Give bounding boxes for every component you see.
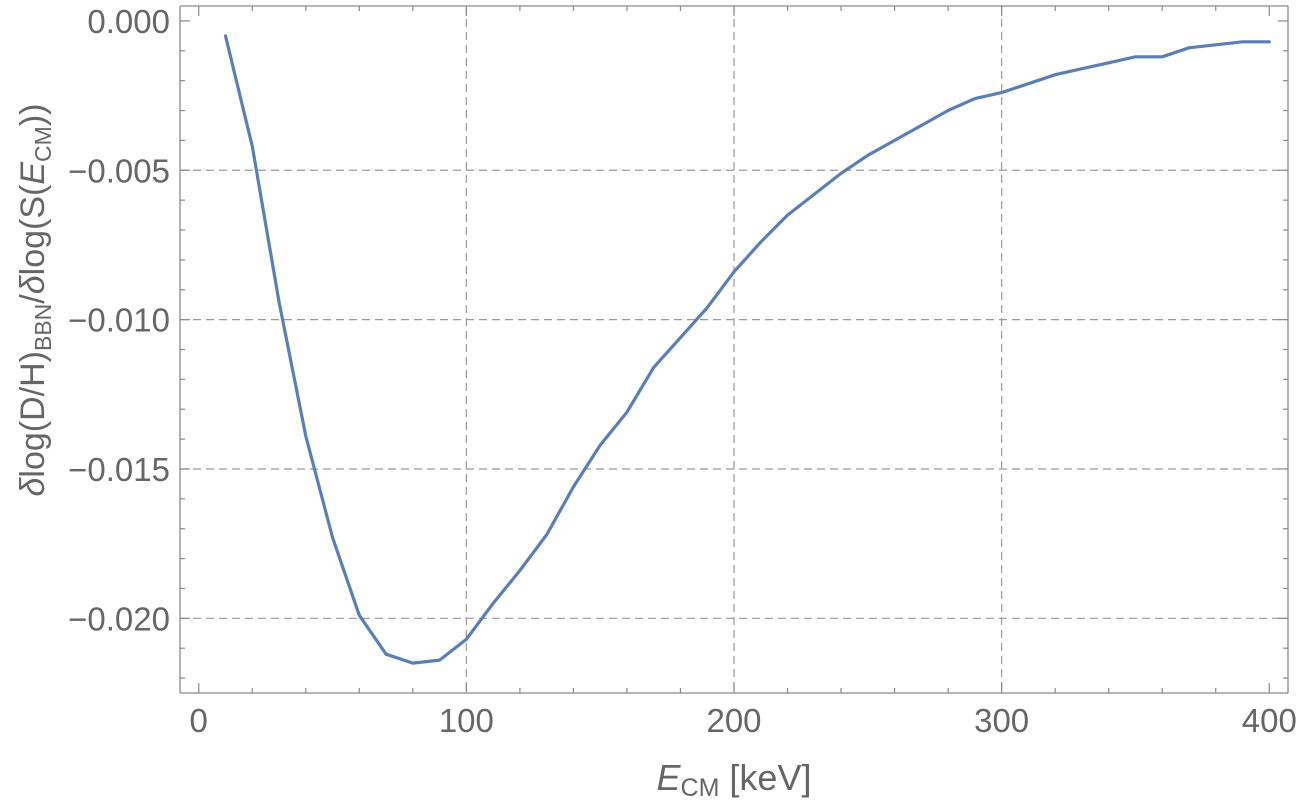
- y-tick-label: −0.010: [68, 302, 170, 339]
- y-tick-label: 0.000: [87, 3, 170, 40]
- x-tick-label: 100: [439, 702, 494, 739]
- y-tick-label: −0.020: [68, 600, 170, 637]
- x-tick-label: 0: [190, 702, 208, 739]
- x-tick-label: 200: [706, 702, 761, 739]
- grid: [180, 6, 1288, 693]
- y-tick-label: −0.005: [68, 152, 170, 189]
- y-tick-label: −0.015: [68, 451, 170, 488]
- series: [223, 34, 1271, 665]
- y-tick-labels: 0.000 −0.005 −0.010 −0.015 −0.020: [68, 3, 170, 637]
- x-tick-label: 300: [974, 702, 1029, 739]
- x-tick-labels: 0 100 200 300 400: [190, 702, 1297, 739]
- x-tick-label: 400: [1242, 702, 1297, 739]
- y-axis-label: δlog(D/H)BBN/δlog(S(ECM)): [14, 104, 56, 497]
- series-line: [223, 34, 1271, 665]
- x-axis-label: ECM [keV]: [657, 757, 812, 802]
- ticks: [180, 6, 1288, 693]
